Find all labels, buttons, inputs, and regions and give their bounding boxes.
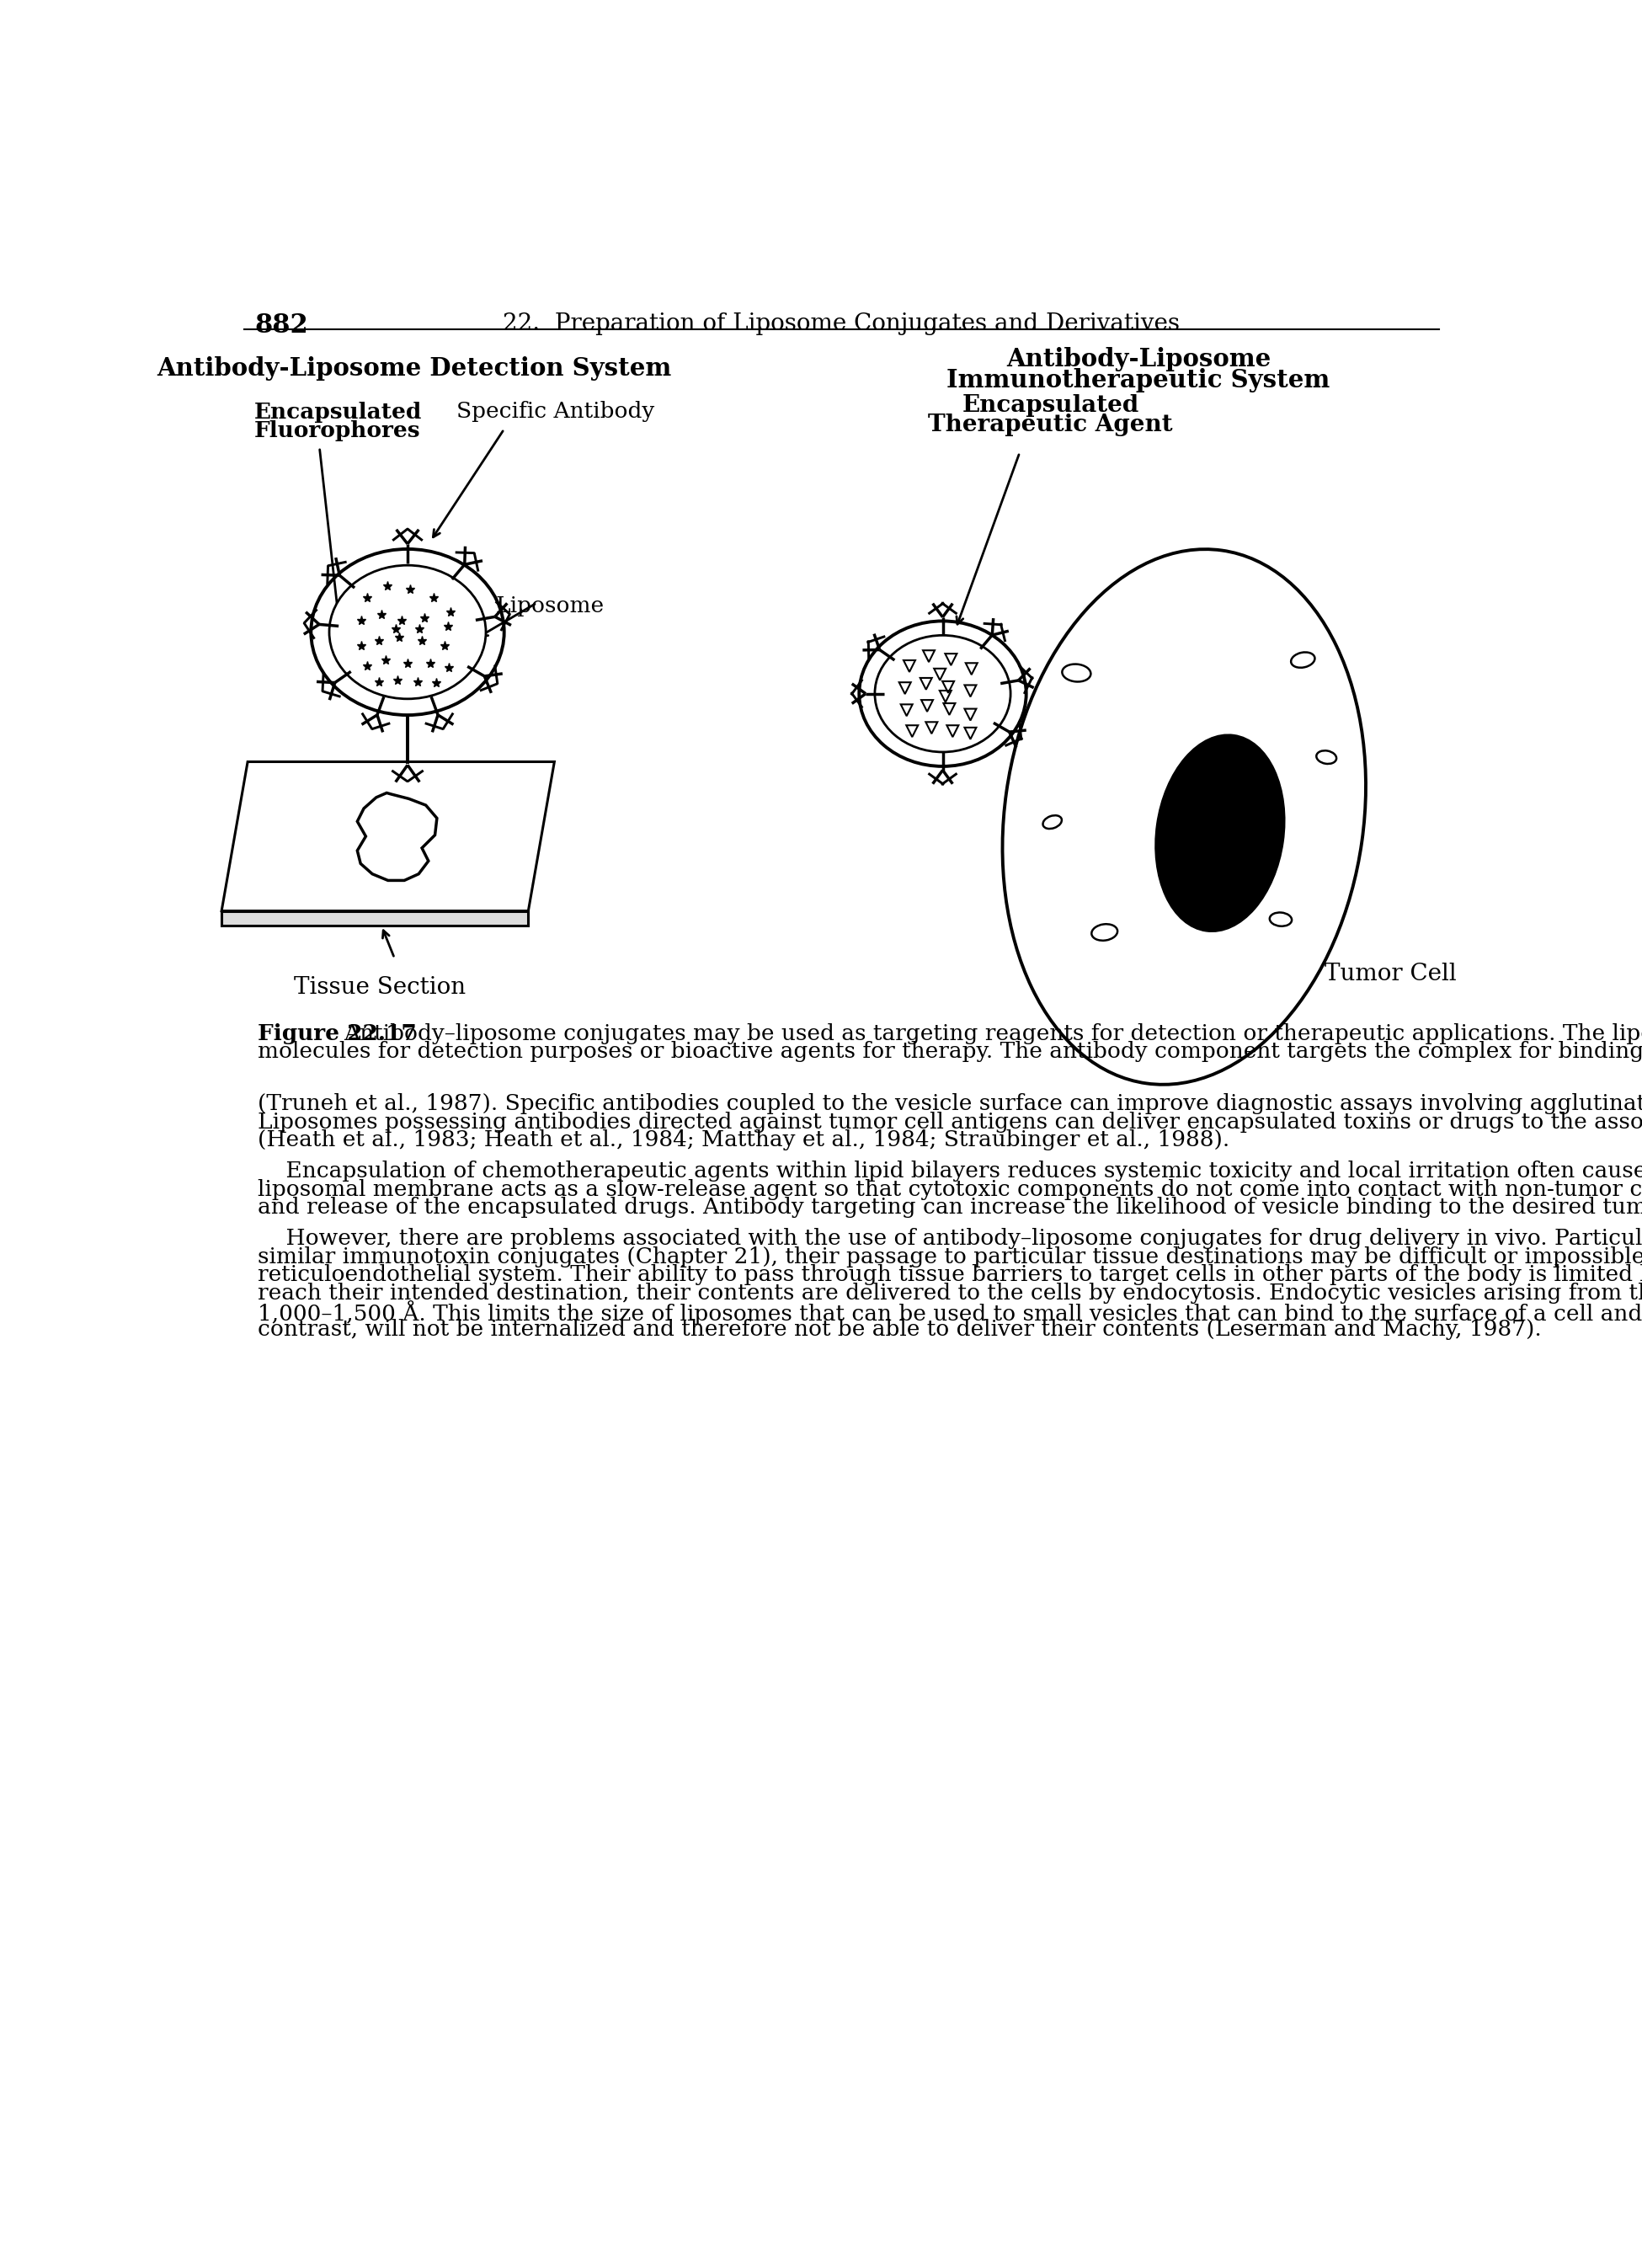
Text: (Heath et al., 1983; Heath et al., 1984; Matthay et al., 1984; Straubinger et al: (Heath et al., 1983; Heath et al., 1984;…: [258, 1129, 1230, 1150]
Polygon shape: [222, 762, 555, 912]
Polygon shape: [358, 794, 437, 880]
Text: Liposome: Liposome: [496, 594, 604, 617]
Text: Tumor Cell: Tumor Cell: [1325, 964, 1456, 987]
Text: Specific Antibody: Specific Antibody: [456, 401, 655, 422]
Text: reticuloendothelial system. Their ability to pass through tissue barriers to tar: reticuloendothelial system. Their abilit…: [258, 1263, 1642, 1286]
Text: Figure 22.17: Figure 22.17: [258, 1023, 417, 1043]
Text: molecules for detection purposes or bioactive agents for therapy. The antibody c: molecules for detection purposes or bioa…: [258, 1041, 1642, 1061]
Ellipse shape: [875, 635, 1010, 753]
Text: Encapsulated: Encapsulated: [255, 401, 422, 422]
Text: Encapsulation of chemotherapeutic agents within lipid bilayers reduces systemic : Encapsulation of chemotherapeutic agents…: [258, 1161, 1642, 1182]
Text: and release of the encapsulated drugs. Antibody targeting can increase the likel: and release of the encapsulated drugs. A…: [258, 1198, 1642, 1218]
Text: contrast, will not be internalized and therefore not be able to deliver their co: contrast, will not be internalized and t…: [258, 1318, 1542, 1340]
Text: liposomal membrane acts as a slow-release agent so that cytotoxic components do : liposomal membrane acts as a slow-releas…: [258, 1179, 1642, 1200]
Text: Fluorophores: Fluorophores: [255, 420, 420, 440]
Text: reach their intended destination, their contents are delivered to the cells by e: reach their intended destination, their …: [258, 1281, 1642, 1304]
Polygon shape: [222, 912, 529, 925]
Ellipse shape: [1156, 735, 1284, 932]
Ellipse shape: [330, 565, 486, 699]
Text: 1,000–1,500 Å. This limits the size of liposomes that can be used to small vesic: 1,000–1,500 Å. This limits the size of l…: [258, 1300, 1642, 1325]
Text: similar immunotoxin conjugates (Chapter 21), their passage to particular tissue : similar immunotoxin conjugates (Chapter …: [258, 1245, 1642, 1268]
Text: 22.  Preparation of Liposome Conjugates and Derivatives: 22. Preparation of Liposome Conjugates a…: [502, 313, 1181, 336]
Text: However, there are problems associated with the use of antibody–liposome conjuga: However, there are problems associated w…: [258, 1227, 1642, 1250]
Text: (Truneh et al., 1987). Specific antibodies coupled to the vesicle surface can im: (Truneh et al., 1987). Specific antibodi…: [258, 1093, 1642, 1114]
Text: Immunotherapeutic System: Immunotherapeutic System: [947, 367, 1330, 392]
Text: 882: 882: [255, 313, 309, 338]
Text: Antibody-Liposome Detection System: Antibody-Liposome Detection System: [156, 356, 672, 381]
Text: Liposomes possessing antibodies directed against tumor cell antigens can deliver: Liposomes possessing antibodies directed…: [258, 1111, 1642, 1132]
Text: Tissue Section: Tissue Section: [294, 975, 466, 998]
Text: Therapeutic Agent: Therapeutic Agent: [928, 413, 1172, 435]
Text: Antibody–liposome conjugates may be used as targeting reagents for detection or : Antibody–liposome conjugates may be used…: [343, 1023, 1642, 1043]
Text: Antibody-Liposome: Antibody-Liposome: [1007, 347, 1271, 372]
Text: Encapsulated: Encapsulated: [962, 395, 1140, 417]
